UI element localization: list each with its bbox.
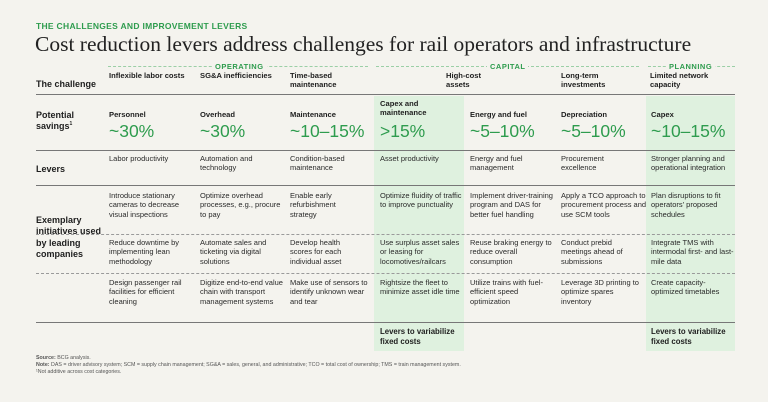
initiative-2-4: Use surplus asset sales or leasing for l… [380, 238, 460, 266]
saving-label-6: Depreciation [561, 110, 607, 119]
challenge-4-5: High-cost assets [446, 71, 482, 90]
saving-label-5: Energy and fuel [470, 110, 527, 119]
saving-value-1: ~30% [109, 121, 155, 141]
challenge-1: Inflexible labor costs [109, 71, 185, 80]
initiative-1-7: Plan disruptions to fit operators’ propo… [651, 191, 721, 219]
initiative-3-2: Digitize end-to-end value chain with tra… [200, 278, 283, 306]
group-capital: CAPITAL [487, 62, 529, 71]
divider-savings [36, 150, 735, 151]
initiative-2-2: Automate sales and ticketing via digital… [200, 238, 267, 266]
row-label-savings: Potential savings1 [36, 110, 106, 132]
initiative-1-3: Enable early refurbishment strategy [290, 191, 336, 219]
initiative-2-6: Conduct prebid meetings ahead of submiss… [561, 238, 623, 266]
divider-initiatives-2 [36, 273, 735, 274]
row-label-levers: Levers [36, 164, 66, 174]
initiative-3-6: Leverage 3D printing to optimize spares … [561, 278, 639, 306]
challenge-3: Time-based maintenance [290, 71, 337, 90]
initiative-1-4: Optimize fluidity of traffic to improve … [380, 191, 462, 210]
eyebrow: THE CHALLENGES AND IMPROVEMENT LEVERS [36, 21, 248, 31]
initiative-1-2: Optimize overhead processes, e.g., procu… [200, 191, 281, 219]
group-planning: PLANNING [666, 62, 716, 71]
lever-4: Asset productivity [380, 154, 439, 163]
lever-2: Automation and technology [200, 154, 253, 173]
initiative-2-3: Develop health scores for each individua… [290, 238, 342, 266]
source-text: BCG analysis. [57, 355, 91, 361]
saving-label-3: Maintenance [290, 110, 336, 119]
lever-6: Procurement excellence [561, 154, 604, 173]
saving-value-3: ~10–15% [290, 121, 365, 141]
initiative-2-5: Reuse braking energy to reduce overall c… [470, 238, 552, 266]
source-label: Source: [36, 355, 56, 361]
saving-label-2: Overhead [200, 110, 236, 119]
lever-5: Energy and fuel management [470, 154, 523, 173]
saving-label-4: Capex and maintenance [380, 99, 427, 118]
note-label: Note: [36, 362, 50, 368]
footer-footnote: ¹Not additive across cost categories. [36, 369, 122, 375]
group-operating: OPERATING [212, 62, 267, 71]
savings-footnote-marker: 1 [69, 120, 73, 127]
challenge-7: Limited network capacity [650, 71, 709, 90]
divider-levers [36, 185, 735, 186]
divider-initiatives-1 [36, 234, 735, 235]
note-text: DAS = driver advisory system; SCM = supp… [51, 362, 461, 368]
divider-initiatives-end [36, 322, 735, 323]
initiative-1-6: Apply a TCO approach to procurement proc… [561, 191, 647, 219]
capex-highlight-column [374, 96, 464, 351]
footer-source: Source: BCG analysis. [36, 355, 91, 361]
challenge-6: Long-term investments [561, 71, 606, 90]
page-title: Cost reduction levers address challenges… [35, 32, 692, 56]
lever-7: Stronger planning and operational integr… [651, 154, 726, 173]
saving-value-5: ~5–10% [470, 121, 535, 141]
lever-3: Condition-based maintenance [290, 154, 345, 173]
initiative-3-7: Create capacity-optimized timetables [651, 278, 720, 297]
saving-label-7: Capex [651, 110, 674, 119]
divider-challenge [36, 94, 735, 95]
row-label-initiatives: Exemplary initiatives used by leading co… [36, 215, 102, 259]
planning-highlight-column [646, 96, 735, 351]
row-label-challenge: The challenge [36, 79, 97, 89]
initiative-1-5: Implement driver-training program and DA… [470, 191, 553, 219]
saving-label-1: Personnel [109, 110, 146, 119]
saving-value-4: >15% [380, 121, 426, 141]
lever-1: Labor productivity [109, 154, 169, 163]
saving-value-6: ~5–10% [561, 121, 626, 141]
initiative-1-1: Introduce stationary cameras to decrease… [109, 191, 180, 219]
variabilize-capital: Levers to variabilize fixed costs [380, 327, 455, 346]
initiative-2-1: Reduce downtime by implementing lean met… [109, 238, 180, 266]
saving-value-7: ~10–15% [651, 121, 726, 141]
footer-note: Note: DAS = driver advisory system; SCM … [36, 362, 461, 368]
initiative-3-4: Rightsize the fleet to minimize asset id… [380, 278, 460, 297]
initiative-2-7: Integrate TMS with intermodal first- and… [651, 238, 734, 266]
variabilize-planning: Levers to variabilize fixed costs [651, 327, 726, 346]
challenge-2: SG&A inefficiencies [200, 71, 272, 80]
initiative-3-5: Utilize trains with fuel-efficient speed… [470, 278, 543, 306]
saving-value-2: ~30% [200, 121, 246, 141]
savings-label-text: Potential savings [36, 110, 75, 131]
initiative-3-3: Make use of sensors to identify unknown … [290, 278, 368, 306]
initiative-3-1: Design passenger rail facilities for eff… [109, 278, 182, 306]
